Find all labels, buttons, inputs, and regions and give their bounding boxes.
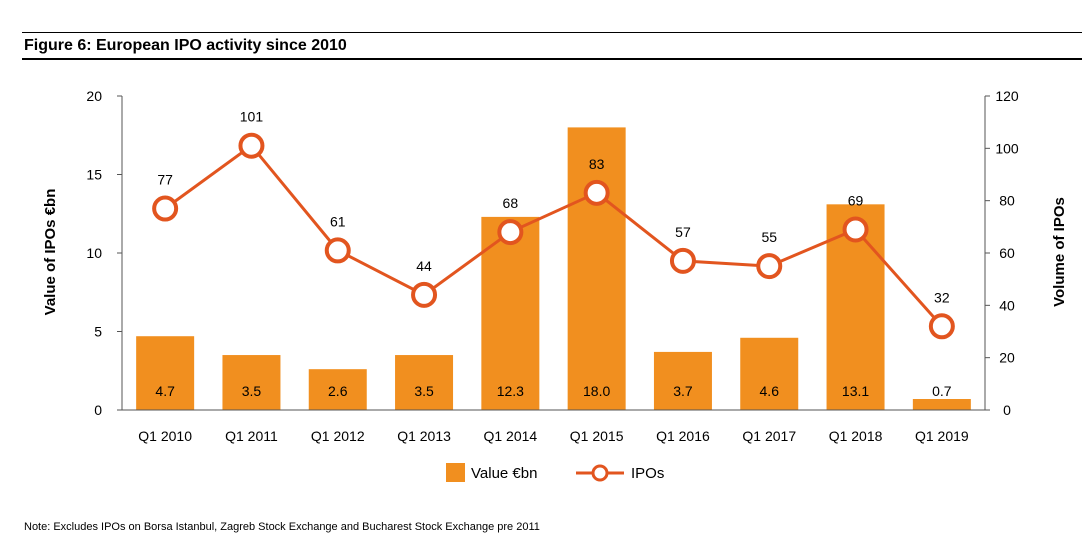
line-point	[669, 247, 696, 274]
bar-value-label: 0.7	[932, 383, 952, 399]
point-value-label: 55	[761, 229, 777, 245]
line-series: 77 101 61 44 68 83 57 55 69 32	[152, 109, 955, 340]
left-tick-label: 0	[94, 402, 102, 418]
bar	[481, 216, 540, 410]
x-tick-label: Q1 2018	[829, 428, 883, 444]
point-value-label: 101	[240, 109, 264, 125]
bar-value-label: 13.1	[842, 383, 869, 399]
line-point	[756, 253, 783, 280]
bar	[912, 399, 971, 410]
y2-axis-title: Volume of IPOs	[1051, 197, 1068, 307]
point-value-label: 69	[848, 192, 864, 208]
line-point	[928, 313, 955, 340]
bar-value-label: 4.6	[760, 383, 780, 399]
legend-bar-label: Value €bn	[471, 465, 537, 482]
x-tick-label: Q1 2011	[225, 428, 278, 444]
point-value-label: 61	[330, 213, 346, 229]
x-tick-label: Q1 2013	[397, 428, 451, 444]
right-tick-label: 60	[999, 245, 1015, 261]
point-value-label: 32	[934, 289, 950, 305]
point-value-label: 68	[503, 195, 519, 211]
bar-value-label: 3.5	[242, 383, 262, 399]
bar	[740, 337, 799, 410]
right-tick-label: 100	[995, 140, 1019, 156]
left-tick-label: 15	[86, 167, 102, 183]
x-tick-label: Q1 2014	[483, 428, 537, 444]
point-value-label: 57	[675, 224, 691, 240]
legend-bar-swatch	[446, 463, 465, 482]
y-axis-title: Value of IPOs €bn	[42, 189, 59, 316]
legend-line-marker	[591, 464, 609, 482]
bar	[308, 369, 367, 410]
left-tick-label: 10	[86, 245, 102, 261]
bar	[653, 351, 712, 410]
right-tick-label: 80	[999, 193, 1015, 209]
bar-value-label: 12.3	[497, 383, 524, 399]
right-axis: 0 20 40 60 80 100 120	[984, 88, 1019, 418]
title-rule-bottom	[22, 58, 1082, 60]
right-tick-label: 20	[999, 350, 1015, 366]
right-tick-label: 120	[995, 88, 1019, 104]
left-tick-label: 5	[94, 324, 102, 340]
x-tick-label: Q1 2012	[311, 428, 365, 444]
bar-value-label: 4.7	[155, 383, 175, 399]
right-tick-label: 0	[1003, 402, 1011, 418]
left-tick-label: 20	[86, 88, 102, 104]
line-point	[497, 219, 524, 246]
x-tick-label: Q1 2019	[915, 428, 969, 444]
line-point	[583, 179, 610, 206]
line-point	[842, 216, 869, 243]
bar-value-label: 2.6	[328, 383, 348, 399]
footnote: Note: Excludes IPOs on Borsa Istanbul, Z…	[24, 521, 540, 533]
x-tick-label: Q1 2010	[138, 428, 192, 444]
x-tick-label: Q1 2016	[656, 428, 710, 444]
bar	[222, 355, 281, 410]
bar	[567, 127, 626, 411]
title-rule-top	[22, 32, 1082, 33]
left-axis: 0 5 10 15 20	[86, 88, 123, 418]
legend: Value €bn IPOs	[446, 463, 664, 482]
point-value-label: 83	[589, 156, 605, 172]
line-point	[238, 132, 265, 159]
bar	[395, 355, 454, 410]
x-axis: Q1 2010 Q1 2011 Q1 2012 Q1 2013 Q1 2014 Q1 20…	[122, 409, 985, 444]
bar-value-label: 3.5	[414, 383, 434, 399]
ipo-line	[164, 143, 943, 328]
figure-title: Figure 6: European IPO activity since 20…	[24, 37, 347, 54]
point-value-label: 77	[157, 172, 173, 188]
line-point	[152, 195, 179, 222]
bar-series: 4.7 3.5 2.6 3.5 12.3 18.0 3.7 4.6 13.1 0.7	[136, 127, 971, 411]
right-tick-label: 40	[999, 297, 1015, 313]
x-tick-label: Q1 2017	[742, 428, 796, 444]
point-value-label: 44	[416, 258, 432, 274]
legend-line-label: IPOs	[631, 465, 664, 482]
line-point	[324, 237, 351, 264]
bar-value-label: 3.7	[673, 383, 693, 399]
x-tick-label: Q1 2015	[570, 428, 624, 444]
line-point	[411, 281, 438, 308]
bar-value-label: 18.0	[583, 383, 610, 399]
bar	[136, 336, 195, 410]
